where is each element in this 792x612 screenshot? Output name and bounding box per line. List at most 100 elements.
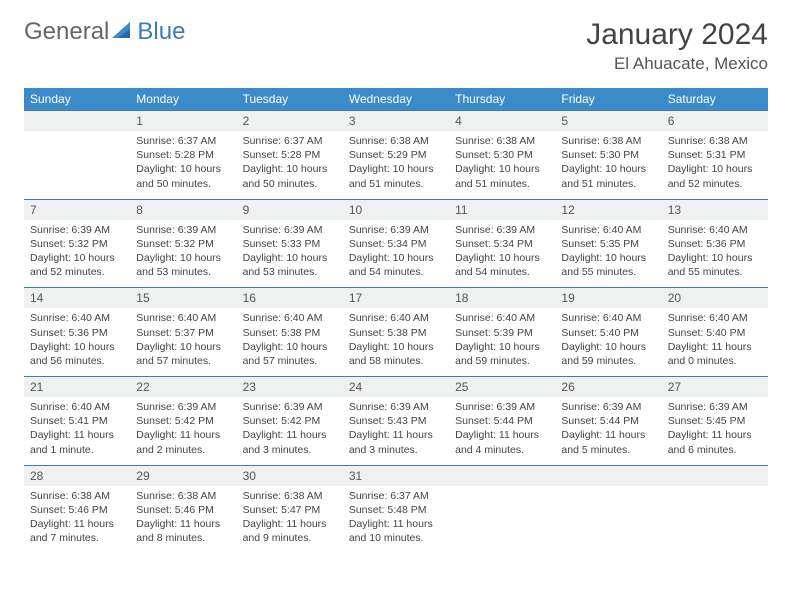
- sunrise-line: Sunrise: 6:39 AM: [243, 400, 337, 414]
- sunset-line: Sunset: 5:35 PM: [561, 237, 655, 251]
- sunrise-line: Sunrise: 6:37 AM: [243, 134, 337, 148]
- calendar-table: SundayMondayTuesdayWednesdayThursdayFrid…: [24, 88, 768, 553]
- sunrise-line: Sunrise: 6:40 AM: [243, 311, 337, 325]
- day-number: 9: [237, 200, 343, 220]
- calendar-cell: 16 Sunrise: 6:40 AMSunset: 5:38 PMDayligh…: [237, 288, 343, 377]
- day-number: 21: [24, 377, 130, 397]
- sunrise-line: Sunrise: 6:39 AM: [349, 223, 443, 237]
- daylight-line: Daylight: 10 hours and 57 minutes.: [243, 340, 337, 368]
- logo-text-blue: Blue: [137, 18, 185, 45]
- sunset-line: Sunset: 5:39 PM: [455, 326, 549, 340]
- calendar-cell: [449, 465, 555, 553]
- day-content: Sunrise: 6:39 AMSunset: 5:34 PMDaylight:…: [449, 220, 555, 288]
- day-content: Sunrise: 6:38 AMSunset: 5:47 PMDaylight:…: [237, 486, 343, 554]
- sunrise-line: Sunrise: 6:38 AM: [668, 134, 762, 148]
- sunrise-line: Sunrise: 6:39 AM: [243, 223, 337, 237]
- day-content: Sunrise: 6:37 AMSunset: 5:48 PMDaylight:…: [343, 486, 449, 554]
- day-number: 16: [237, 288, 343, 308]
- sunrise-line: Sunrise: 6:38 AM: [561, 134, 655, 148]
- day-number: [662, 466, 768, 486]
- sunset-line: Sunset: 5:28 PM: [243, 148, 337, 162]
- calendar-cell: 24Sunrise: 6:39 AMSunset: 5:43 PMDayligh…: [343, 377, 449, 466]
- sunset-line: Sunset: 5:40 PM: [561, 326, 655, 340]
- daylight-line: Daylight: 11 hours and 6 minutes.: [668, 428, 762, 456]
- day-number: 28: [24, 466, 130, 486]
- calendar-cell: 26Sunrise: 6:39 AMSunset: 5:44 PMDayligh…: [555, 377, 661, 466]
- day-number: 17: [343, 288, 449, 308]
- day-content: [449, 486, 555, 536]
- sunrise-line: Sunrise: 6:40 AM: [668, 223, 762, 237]
- daylight-line: Daylight: 10 hours and 59 minutes.: [561, 340, 655, 368]
- sunset-line: Sunset: 5:38 PM: [243, 326, 337, 340]
- location: El Ahuacate, Mexico: [586, 54, 768, 74]
- calendar-cell: 6Sunrise: 6:38 AMSunset: 5:31 PMDaylight…: [662, 111, 768, 200]
- daylight-line: Daylight: 10 hours and 55 minutes.: [668, 251, 762, 279]
- calendar-row: 1 Sunrise: 6:37 AMSunset: 5:28 PM Daylight…: [24, 111, 768, 200]
- daylight-line: Daylight: 10 hours and 52 minutes.: [30, 251, 124, 279]
- calendar-cell: 5Sunrise: 6:38 AMSunset: 5:30 PMDaylight…: [555, 111, 661, 200]
- calendar-cell: 1Sunrise: 6:37 AMSunset: 5:28 PMDaylight…: [130, 111, 236, 200]
- sunset-line: Sunset: 5:40 PM: [668, 326, 762, 340]
- sunset-line: Sunset: 5:34 PM: [349, 237, 443, 251]
- day-content: Sunrise: 6:40 AMSunset: 5:40 PMDaylight:…: [662, 308, 768, 376]
- day-content: Sunrise: 6:40 AMSunset: 5:36 PMDaylight:…: [24, 308, 130, 376]
- sunrise-line: Sunrise: 6:40 AM: [136, 311, 230, 325]
- daylight-line: Daylight: 10 hours and 57 minutes.: [136, 340, 230, 368]
- sunrise-line: Sunrise: 6:39 AM: [668, 400, 762, 414]
- day-content: Sunrise: 6:39 AMSunset: 5:44 PMDaylight:…: [449, 397, 555, 465]
- daylight-line: Daylight: 11 hours and 7 minutes.: [30, 517, 124, 545]
- calendar-cell: 23Sunrise: 6:39 AMSunset: 5:42 PMDayligh…: [237, 377, 343, 466]
- day-header: Tuesday: [237, 88, 343, 111]
- sunset-line: Sunset: 5:41 PM: [30, 414, 124, 428]
- calendar-cell: 11Sunrise: 6:39 AMSunset: 5:34 PMDayligh…: [449, 199, 555, 288]
- daylight-line: Daylight: 10 hours and 58 minutes.: [349, 340, 443, 368]
- day-number: 19: [555, 288, 661, 308]
- day-content: Sunrise: 6:38 AMSunset: 5:31 PMDaylight:…: [662, 131, 768, 199]
- sunset-line: Sunset: 5:45 PM: [668, 414, 762, 428]
- sunset-line: Sunset: 5:34 PM: [455, 237, 549, 251]
- sunset-line: Sunset: 5:43 PM: [349, 414, 443, 428]
- day-content: Sunrise: 6:38 AMSunset: 5:46 PMDaylight:…: [130, 486, 236, 554]
- day-number: 18: [449, 288, 555, 308]
- day-number: 26: [555, 377, 661, 397]
- day-number: 1: [130, 111, 236, 131]
- day-content: Sunrise: 6:40 AMSunset: 5:39 PMDaylight:…: [449, 308, 555, 376]
- calendar-row: 14Sunrise: 6:40 AMSunset: 5:36 PMDayligh…: [24, 288, 768, 377]
- sunrise-line: Sunrise: 6:38 AM: [349, 134, 443, 148]
- day-content: Sunrise: 6:39 AMSunset: 5:42 PMDaylight:…: [237, 397, 343, 465]
- day-number: 20: [662, 288, 768, 308]
- sunrise-line: Sunrise: 6:39 AM: [30, 223, 124, 237]
- daylight-line: Daylight: 10 hours and 59 minutes.: [455, 340, 549, 368]
- day-number: 3: [343, 111, 449, 131]
- calendar-cell: [24, 111, 130, 200]
- daylight-line: Daylight: 11 hours and 0 minutes.: [668, 340, 762, 368]
- day-header: Monday: [130, 88, 236, 111]
- calendar-header-row: SundayMondayTuesdayWednesdayThursdayFrid…: [24, 88, 768, 111]
- day-content: Sunrise: 6:39 AMSunset: 5:33 PMDaylight:…: [237, 220, 343, 288]
- day-content: Sunrise: 6:40 AMSunset: 5:37 PMDaylight:…: [130, 308, 236, 376]
- sunset-line: Sunset: 5:30 PM: [455, 148, 549, 162]
- daylight-line: Daylight: 11 hours and 10 minutes.: [349, 517, 443, 545]
- calendar-cell: 2Sunrise: 6:37 AMSunset: 5:28 PMDaylight…: [237, 111, 343, 200]
- calendar-cell: 30Sunrise: 6:38 AMSunset: 5:47 PMDayligh…: [237, 465, 343, 553]
- daylight-line: Daylight: 11 hours and 5 minutes.: [561, 428, 655, 456]
- sunrise-line: Sunrise: 6:40 AM: [561, 223, 655, 237]
- daylight-line: Daylight: 10 hours and 52 minutes.: [668, 162, 762, 190]
- calendar-cell: 25Sunrise: 6:39 AMSunset: 5:44 PMDayligh…: [449, 377, 555, 466]
- daylight-line: Daylight: 11 hours and 1 minute.: [30, 428, 124, 456]
- calendar-cell: 31Sunrise: 6:37 AMSunset: 5:48 PMDayligh…: [343, 465, 449, 553]
- calendar-cell: 7Sunrise: 6:39 AMSunset: 5:32 PMDaylight…: [24, 199, 130, 288]
- sunrise-line: Sunrise: 6:40 AM: [30, 400, 124, 414]
- day-content: Sunrise: 6:40 AMSunset: 5:36 PMDaylight:…: [662, 220, 768, 288]
- sunrise-line: Sunrise: 6:40 AM: [349, 311, 443, 325]
- sunset-line: Sunset: 5:36 PM: [668, 237, 762, 251]
- day-header: Thursday: [449, 88, 555, 111]
- day-number: 14: [24, 288, 130, 308]
- sunset-line: Sunset: 5:29 PM: [349, 148, 443, 162]
- day-content: Sunrise: 6:39 AMSunset: 5:44 PMDaylight:…: [555, 397, 661, 465]
- title-block: January 2024 El Ahuacate, Mexico: [586, 18, 768, 74]
- day-number: 13: [662, 200, 768, 220]
- day-number: 12: [555, 200, 661, 220]
- day-number: 22: [130, 377, 236, 397]
- sunset-line: Sunset: 5:32 PM: [136, 237, 230, 251]
